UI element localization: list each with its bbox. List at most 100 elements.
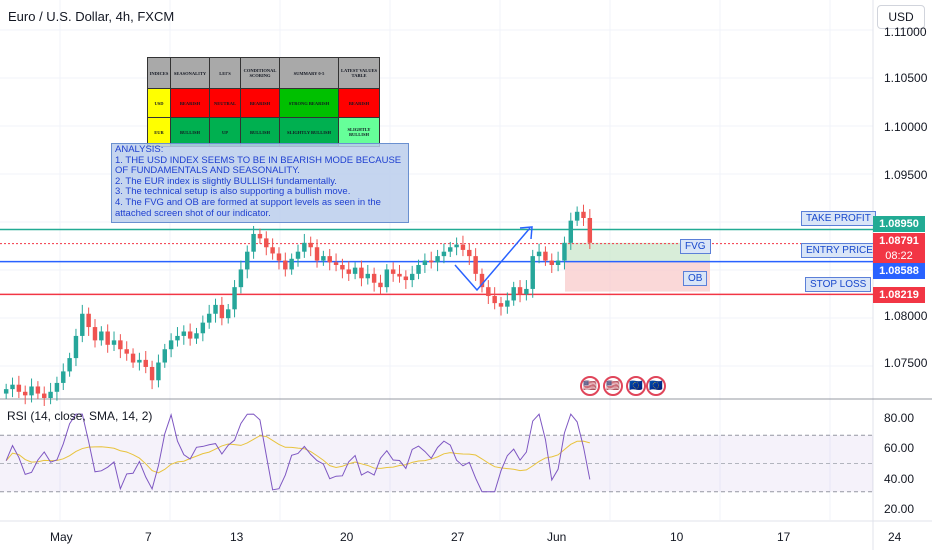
table-cell: BULLISH	[240, 117, 280, 147]
candle-body	[505, 300, 510, 307]
table-cell: BEARISH	[170, 88, 210, 118]
candle-body	[397, 273, 402, 277]
date-tick: 20	[340, 530, 354, 544]
candle-body	[283, 260, 288, 270]
candle-body	[429, 260, 434, 263]
candle-body	[251, 233, 256, 252]
candle-body	[16, 384, 22, 392]
candle-body	[333, 262, 339, 265]
candle-body	[270, 247, 275, 254]
candle-body	[568, 220, 574, 243]
candle-body	[54, 382, 60, 392]
table-header: LATEST VALUES TABLE	[338, 57, 380, 89]
candle-body	[10, 384, 15, 390]
table-row: EUR BULLISH UP BULLISH SLIGHTLY BULLISH …	[147, 117, 380, 147]
analysis-line: 1. THE USD INDEX SEEMS TO BE IN BEARISH …	[115, 154, 402, 177]
table-cell: USD	[147, 88, 171, 118]
price-tick: 1.08000	[884, 309, 928, 323]
candle-body	[213, 304, 218, 314]
candle-body	[549, 260, 554, 265]
candle-body	[448, 247, 453, 252]
candle-body	[22, 391, 28, 396]
rsi-indicator-label[interactable]: RSI (14, close, SMA, 14, 2)	[7, 409, 153, 423]
candle-body	[486, 287, 491, 297]
table-header: SUMMARY 0-5	[279, 57, 339, 89]
candle-body	[124, 349, 129, 354]
candle-body	[162, 349, 167, 363]
eu-flag-icon[interactable]: 🇪🇺	[626, 376, 646, 396]
candle-body	[3, 389, 9, 394]
candle-body	[295, 251, 301, 259]
candle-body	[530, 256, 535, 289]
candle-body	[149, 366, 155, 381]
current-price: 1.08791	[873, 233, 925, 249]
table-row: USD BEARISH NEUTRAL BEARISH STRONG BEARI…	[147, 88, 380, 118]
eu-flag-icon[interactable]: 🇪🇺	[646, 376, 666, 396]
table-header: CONDITIONAL SCORING	[240, 57, 280, 89]
date-tick: 27	[451, 530, 465, 544]
arrow-head	[519, 226, 533, 240]
candle-body	[498, 303, 504, 307]
table-cell: EUR	[147, 117, 171, 147]
candle-body	[257, 233, 263, 239]
candle-body	[524, 288, 529, 295]
entry-price-value: 1.08588	[873, 263, 925, 279]
candle-body	[517, 287, 523, 295]
chart-title: Euro / U.S. Dollar, 4h, FXCM	[8, 9, 175, 24]
candle-body	[511, 287, 516, 301]
rsi-ma-line	[5, 435, 590, 474]
us-flag-icon[interactable]: 🇺🇸	[603, 376, 623, 396]
date-tick: 10	[670, 530, 684, 544]
candle-body	[73, 335, 79, 359]
stop-loss-label: STOP LOSS	[805, 277, 872, 292]
price-tick: 1.10500	[884, 71, 928, 85]
candle-body	[29, 386, 34, 396]
date-tick: 24	[888, 530, 902, 544]
table-cell: SLIGHTLY BULLISH	[279, 117, 339, 147]
fundamentals-table: INDICES SEASONALITY LEI'S CONDITIONAL SC…	[147, 57, 380, 147]
us-flag-icon[interactable]: 🇺🇸	[580, 376, 600, 396]
candle-body	[86, 313, 91, 328]
candle-body	[479, 273, 485, 288]
price-tick: 1.09500	[884, 168, 928, 182]
candle-body	[105, 331, 110, 345]
take-profit-label: TAKE PROFIT	[801, 211, 876, 226]
candle-body	[308, 242, 313, 248]
candle-body	[454, 244, 459, 248]
candle-body	[435, 256, 440, 263]
candle-body	[422, 260, 428, 265]
candle-body	[416, 264, 421, 274]
table-cell: SLIGHTLY BULLISH	[338, 117, 380, 147]
candle-body	[194, 333, 199, 339]
candle-body	[536, 251, 542, 257]
price-tick: 1.07500	[884, 356, 928, 370]
candle-body	[200, 322, 206, 334]
rsi-tick: 60.00	[884, 441, 915, 455]
candle-body	[80, 313, 85, 336]
date-tick: May	[50, 530, 73, 544]
analysis-line: 3. The technical setup is also supportin…	[115, 186, 351, 198]
candle-body	[130, 353, 136, 363]
currency-selector[interactable]: USD	[877, 5, 925, 29]
candle-body	[574, 211, 580, 221]
candle-body	[48, 391, 53, 398]
stop-loss-price: 1.08219	[873, 287, 925, 303]
candle-body	[460, 244, 466, 250]
ob-label: OB	[683, 271, 708, 286]
candle-body	[276, 253, 282, 261]
price-tick: 1.10000	[884, 120, 928, 134]
fvg-zone	[565, 242, 710, 262]
candle-body	[187, 331, 193, 339]
candle-body	[35, 386, 41, 394]
rsi-tick: 80.00	[884, 411, 915, 425]
fvg-label: FVG	[680, 239, 711, 254]
rsi-tick: 40.00	[884, 472, 915, 486]
candle-body	[467, 249, 472, 257]
candle-body	[340, 264, 345, 270]
table-cell: NEUTRAL	[209, 88, 241, 118]
rsi-tick: 20.00	[884, 502, 915, 516]
table-header-row: INDICES SEASONALITY LEI'S CONDITIONAL SC…	[147, 57, 380, 89]
candle-body	[111, 340, 117, 345]
candle-body	[403, 276, 409, 281]
